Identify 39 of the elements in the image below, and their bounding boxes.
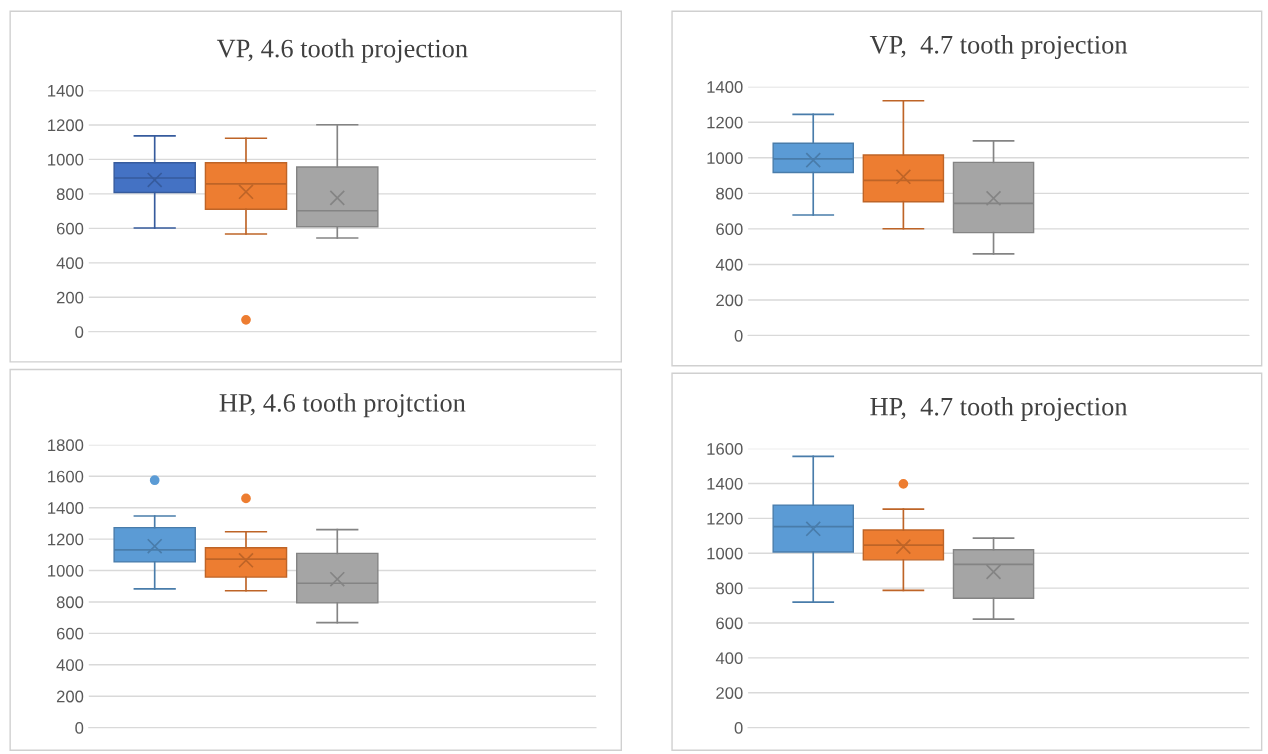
y-tick-label: 1000 [707,152,743,164]
y-tick-label: 400 [715,258,743,271]
y-tick-label: 600 [56,627,84,640]
chart-title: HP, 4.6 tooth projtction [219,393,466,418]
y-tick-label: 0 [734,329,743,342]
y-tick-label: 600 [716,617,743,630]
chart-title: VP, 4.6 tooth projection [216,38,468,63]
chart-title: HP, 4.7 tooth projection [870,396,1128,421]
y-tick-label: 600 [716,223,743,236]
y-tick-label: 400 [715,652,743,665]
y-tick-label: 1000 [48,153,84,166]
y-tick-label: 1200 [48,533,84,546]
y-tick-label: 200 [716,687,743,699]
y-tick-label: 1000 [48,564,84,577]
y-tick-label: 1200 [707,116,743,129]
y-tick-label: 400 [56,659,84,671]
y-tick-label: 1400 [707,81,743,93]
y-tick-label: 800 [716,187,743,200]
y-tick-label: 800 [716,582,743,595]
y-tick-label: 800 [56,188,84,201]
y-tick-label: 1400 [48,502,84,514]
y-tick-label: 400 [56,257,84,270]
y-tick-label: 1800 [48,439,84,452]
y-tick-label: 800 [56,596,84,609]
y-tick-label: 0 [75,722,84,734]
y-tick-label: 0 [734,722,743,734]
y-tick-label: 1600 [707,443,743,455]
y-tick-label: 200 [56,291,84,304]
y-tick-label: 0 [75,326,84,338]
y-tick-label: 1600 [48,470,84,483]
y-tick-label: 1200 [48,119,84,132]
y-tick-label: 1200 [707,512,743,525]
y-tick-label: 1400 [48,84,84,97]
chart-title: VP, 4.7 tooth projection [869,35,1128,59]
y-tick-label: 200 [56,690,84,703]
y-tick-label: 200 [716,294,743,307]
y-tick-label: 1000 [707,547,743,560]
y-tick-label: 1400 [707,477,743,490]
y-tick-label: 600 [56,222,84,235]
